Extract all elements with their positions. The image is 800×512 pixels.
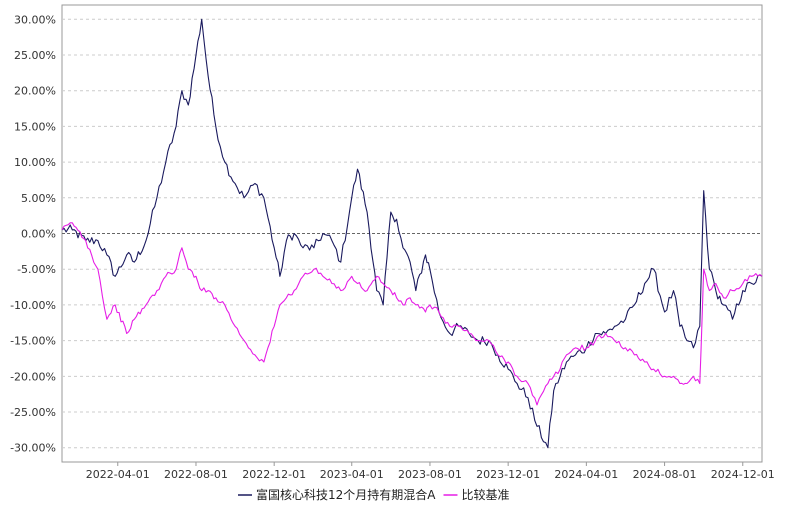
- y-tick-label: 15.00%: [14, 120, 56, 133]
- grid-lines: [62, 18, 762, 449]
- x-tick-label: 2024-08-01: [633, 468, 697, 481]
- y-tick-label: 20.00%: [14, 85, 56, 98]
- y-tick-label: -20.00%: [10, 370, 56, 383]
- y-tick-label: 0.00%: [21, 228, 56, 241]
- y-tick-label: -5.00%: [17, 263, 56, 276]
- y-tick-label: -10.00%: [10, 299, 56, 312]
- y-tick-label: -15.00%: [10, 335, 56, 348]
- x-tick-label: 2023-04-01: [320, 468, 384, 481]
- x-tick-label: 2022-04-01: [86, 468, 150, 481]
- series-layer: [61, 18, 763, 449]
- y-tick-label: -30.00%: [10, 442, 56, 455]
- series-line-benchmark: [61, 222, 763, 406]
- x-tick-label: 2022-08-01: [164, 468, 228, 481]
- x-tick-label: 2024-12-01: [711, 468, 775, 481]
- x-axis-ticks: 2022-04-01 2022-08-01 2022-12-01 2023-04-01…: [86, 462, 775, 481]
- x-tick-label: 2022-12-01: [242, 468, 306, 481]
- x-tick-label: 2023-12-01: [476, 468, 540, 481]
- x-tick-label: 2024-04-01: [554, 468, 618, 481]
- legend-label-fund: 富国核心科技12个月持有期混合A: [256, 487, 436, 502]
- y-tick-label: 30.00%: [14, 13, 56, 26]
- y-axis-ticks: 30.00% 25.00% 20.00% 15.00% 10.00% 5.00% 0.00%…: [10, 13, 56, 454]
- y-tick-label: 5.00%: [21, 192, 56, 205]
- series-line-fund: [61, 18, 763, 449]
- y-tick-label: 25.00%: [14, 49, 56, 62]
- legend-label-benchmark: 比较基准: [461, 487, 509, 502]
- x-tick-label: 2023-08-01: [398, 468, 462, 481]
- y-tick-label: 10.00%: [14, 156, 56, 169]
- y-tick-label: -25.00%: [10, 406, 56, 419]
- legend: 富国核心科技12个月持有期混合A 比较基准: [238, 487, 510, 502]
